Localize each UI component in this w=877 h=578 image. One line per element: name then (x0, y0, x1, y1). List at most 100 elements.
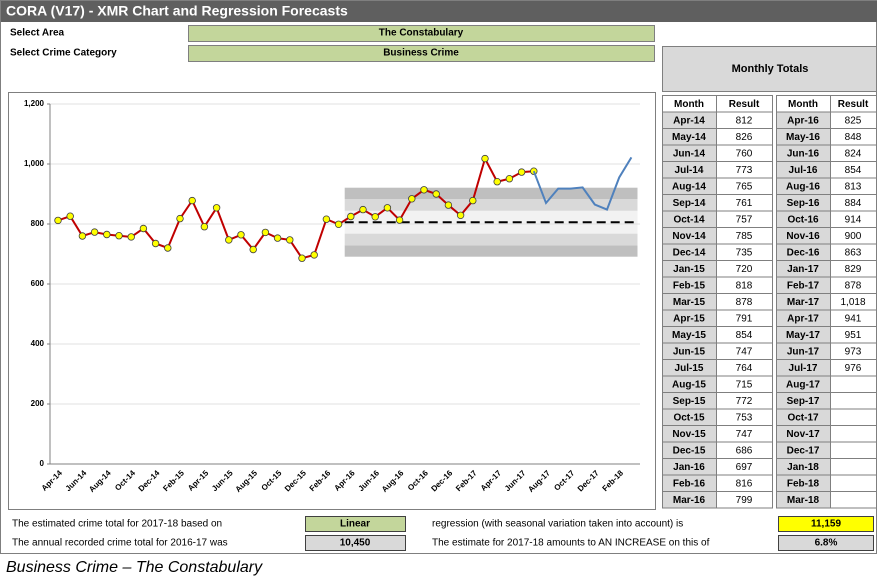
data-point (310, 251, 318, 259)
summary-box (305, 535, 406, 551)
data-point (493, 177, 501, 186)
month-label: Sep-17 (787, 396, 820, 407)
month-label: Dec-17 (787, 445, 820, 456)
selector-value[interactable]: The Constabulary (379, 28, 464, 39)
column-header: Month (674, 99, 704, 110)
data-point (139, 224, 148, 233)
result-value: 973 (845, 346, 862, 357)
data-point (286, 236, 294, 244)
result-value: 816 (736, 478, 753, 489)
result-value: 799 (736, 495, 753, 506)
month-label: Dec-16 (787, 247, 820, 258)
control-band (344, 187, 638, 200)
data-point (347, 212, 355, 221)
monthly-table: Month Result Month Result Apr-14 812 Apr-16 825… (662, 95, 877, 509)
summary-text: The estimated crime total for 2017-18 ba… (12, 519, 222, 530)
result-value: 765 (736, 181, 753, 192)
data-point (383, 204, 392, 212)
column-header: Result (838, 99, 869, 110)
month-label: Oct-15 (673, 412, 705, 423)
data-point (200, 222, 209, 231)
month-label: Apr-15 (673, 313, 705, 324)
result-value: 914 (845, 214, 862, 225)
data-point (237, 231, 245, 239)
y-tick-label: 1,000 (24, 159, 45, 168)
y-tick-label: 0 (40, 459, 45, 468)
month-label: May-14 (672, 132, 706, 143)
page-title: CORA (V17) - XMR Chart and Regression Fo… (6, 3, 348, 19)
column-header: Month (788, 99, 818, 110)
month-label: Apr-14 (673, 115, 705, 126)
result-value: 825 (845, 115, 862, 126)
month-label: Aug-17 (786, 379, 820, 390)
result-value: 884 (845, 198, 862, 209)
table-title: Monthly Totals (732, 63, 809, 75)
series-line (532, 156, 633, 211)
data-point (78, 232, 87, 240)
result-value: 829 (845, 264, 862, 275)
data-point (225, 236, 233, 244)
data-point (505, 174, 514, 183)
data-point (212, 204, 221, 212)
data-point (273, 234, 282, 242)
summary-box (305, 516, 406, 532)
result-value: 951 (845, 330, 862, 341)
data-point (395, 216, 404, 224)
month-label: Oct-17 (787, 412, 819, 423)
data-point (54, 216, 62, 225)
month-label: Feb-16 (673, 478, 706, 489)
month-label: Sep-14 (673, 198, 706, 209)
result-value: 791 (736, 313, 753, 324)
result-value: 785 (736, 231, 753, 242)
month-label: Jan-18 (787, 462, 819, 473)
month-label: Jun-16 (787, 148, 820, 159)
month-label: Jun-15 (673, 346, 706, 357)
month-label: Nov-14 (672, 231, 706, 242)
result-value: 848 (845, 132, 862, 143)
result-value: 773 (736, 165, 753, 176)
y-tick-label: 200 (31, 399, 45, 408)
result-value: 818 (736, 280, 753, 291)
y-tick-label: 600 (31, 279, 45, 288)
summary-text: The annual recorded crime total for 2016… (12, 538, 228, 549)
data-point (359, 205, 367, 214)
chart-frame (8, 92, 656, 510)
data-point (444, 201, 453, 209)
selector-box[interactable] (188, 25, 655, 42)
result-value: 720 (736, 264, 753, 275)
result-cell (716, 491, 773, 509)
selector-value[interactable]: Business Crime (383, 48, 459, 59)
y-tick-label: 800 (31, 219, 45, 228)
data-point (127, 233, 135, 241)
month-label: Sep-16 (787, 198, 820, 209)
month-label: Mar-18 (787, 495, 820, 506)
result-value: 1,018 (840, 297, 865, 308)
result-value: 747 (736, 429, 753, 440)
data-point (481, 154, 489, 163)
result-value: 715 (736, 379, 753, 390)
selector-box[interactable] (188, 45, 655, 62)
month-label: May-17 (786, 330, 820, 341)
summary-box (778, 516, 874, 532)
result-value: 854 (845, 165, 862, 176)
summary-value: 6.8% (815, 538, 838, 549)
month-label: Mar-16 (673, 495, 706, 506)
month-label: Jan-15 (673, 264, 705, 275)
data-point (298, 254, 306, 262)
data-point (456, 211, 465, 219)
result-value: 747 (736, 346, 753, 357)
y-tick-label: 1,200 (24, 99, 45, 108)
result-value: 878 (736, 297, 753, 308)
month-label: May-16 (786, 132, 820, 143)
month-label: Nov-16 (786, 231, 820, 242)
result-value: 854 (736, 330, 753, 341)
result-cell (830, 458, 877, 476)
summary-text: The estimate for 2017-18 amounts to AN I… (432, 538, 710, 549)
month-label: Aug-15 (672, 379, 706, 390)
result-value: 697 (736, 462, 753, 473)
month-label: Nov-15 (672, 429, 706, 440)
data-point (66, 212, 74, 220)
result-value: 753 (736, 412, 753, 423)
result-value: 900 (845, 231, 862, 242)
